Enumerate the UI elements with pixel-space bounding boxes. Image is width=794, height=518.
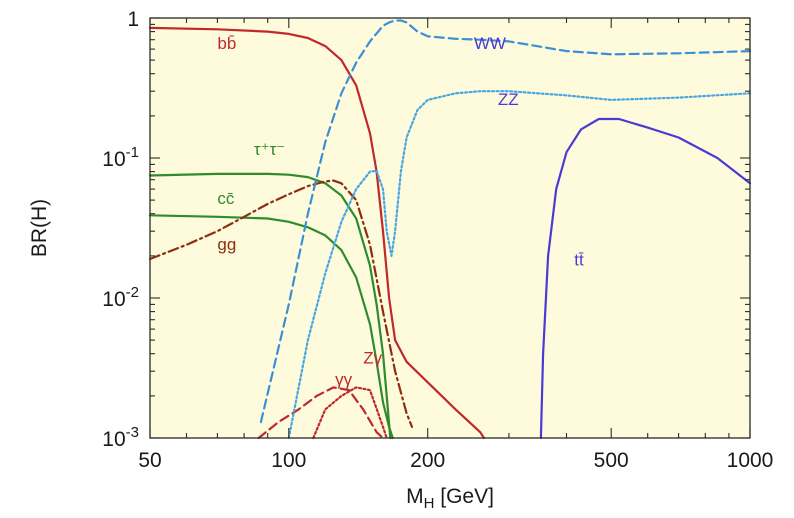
y-tick-base: 10	[102, 288, 125, 311]
series-line-tt-8	[539, 117, 752, 440]
series-line-z-5	[312, 386, 388, 440]
curves	[148, 19, 752, 440]
y-tick-base: 1	[127, 8, 139, 31]
y-tick-exponent: -2	[126, 284, 139, 301]
series-line-cc-2	[148, 214, 394, 440]
series-line-series-4	[257, 386, 385, 440]
curve-label-gg-5: gg	[217, 235, 236, 254]
y-tick-label: 10-3	[102, 424, 139, 451]
y-tick-label: 1	[127, 8, 139, 31]
y-tick-label: 10-2	[102, 284, 139, 311]
y-tick-exponent: -1	[126, 144, 139, 161]
x-tick-label: 200	[410, 449, 445, 472]
x-tick-label: 500	[594, 449, 629, 472]
x-axis-label-sub: H	[424, 495, 435, 512]
series-line-zz-7	[287, 90, 752, 440]
x-tick-label: 1000	[727, 449, 774, 472]
y-tick-label: 10-1	[102, 144, 139, 171]
x-tick-label: 50	[138, 449, 161, 472]
series-line-series-1	[148, 172, 392, 440]
y-tick-exponent: -3	[126, 424, 139, 441]
x-axis-label-unit: [GeV]	[434, 485, 494, 508]
series-line-bb-0	[148, 26, 486, 440]
x-axis-label-main: M	[406, 485, 424, 508]
x-tick-labels: 50 100 200 500 1000	[138, 449, 773, 472]
plot-area	[150, 18, 750, 438]
curve-label-cc-4: cc̄	[217, 189, 235, 208]
x-tick-label: 100	[271, 449, 306, 472]
y-tick-base: 10	[102, 428, 125, 451]
series-line-gg-3	[148, 179, 414, 428]
curve-label-bb-0: bb̄	[217, 34, 236, 53]
series-line-ww-6	[259, 19, 752, 424]
curve-label-series-7: γγ	[335, 370, 353, 389]
y-axis-label: BR(H)	[28, 199, 51, 257]
y-tick-base: 10	[102, 148, 125, 171]
y-tick-labels: 110-110-210-3	[102, 8, 139, 451]
curve-label-z-8: Zγ	[363, 349, 382, 368]
x-axis-label: MH [GeV]	[406, 485, 494, 512]
plot-frame	[149, 17, 751, 439]
curve-labels: bb̄ WW ZZ τ⁺τ⁻ cc̄ gg tt̄ γγ Zγ	[217, 34, 584, 389]
curve-label-ww-1: WW	[474, 34, 506, 53]
curve-label-zz-2: ZZ	[498, 90, 519, 109]
curve-label-series-3: τ⁺τ⁻	[254, 140, 285, 159]
curve-label-tt-6: tt̄	[574, 251, 584, 270]
